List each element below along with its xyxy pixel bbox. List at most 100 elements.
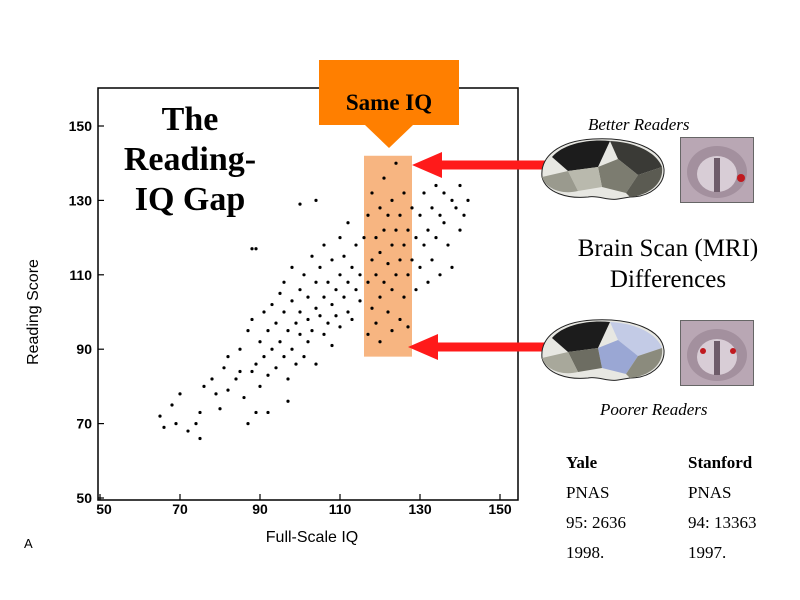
y-tick-label: 130 (69, 192, 93, 208)
data-point (402, 191, 406, 195)
data-point (390, 329, 394, 333)
data-point (170, 403, 174, 407)
data-point (254, 247, 258, 251)
data-point (314, 280, 318, 284)
data-point (314, 362, 318, 366)
data-point (302, 355, 306, 359)
data-point (286, 399, 290, 403)
data-point (262, 310, 266, 314)
data-point (310, 329, 314, 333)
panel-letter: A (24, 536, 33, 551)
y-tick-label: 110 (69, 267, 92, 283)
data-point (310, 254, 314, 258)
data-point (394, 228, 398, 232)
data-point (254, 410, 258, 415)
data-point (298, 202, 302, 206)
data-point (366, 332, 370, 336)
data-point (346, 221, 350, 225)
data-point (402, 295, 406, 299)
data-point (346, 280, 350, 284)
data-point (242, 395, 246, 400)
data-point (290, 347, 294, 351)
data-point (318, 314, 322, 318)
data-point (202, 384, 206, 388)
data-point (370, 306, 374, 310)
data-point (430, 206, 434, 210)
poorer-readers-caption: Poorer Readers (600, 400, 708, 419)
data-point (406, 273, 410, 277)
brain-scan-label: Brain Scan (MRI) Differences (548, 233, 788, 295)
data-point (198, 436, 202, 441)
data-point (198, 410, 202, 415)
same-iq-band (364, 155, 412, 357)
data-point (454, 206, 458, 210)
data-point (338, 236, 342, 240)
data-point (446, 243, 450, 247)
data-point (346, 310, 350, 314)
data-point (410, 206, 414, 210)
data-point (386, 213, 390, 217)
data-point (358, 299, 362, 303)
data-point (318, 265, 322, 269)
data-point (322, 332, 326, 336)
data-point (218, 407, 222, 411)
data-point (174, 422, 178, 426)
data-point (294, 362, 298, 366)
data-point (290, 299, 294, 303)
data-point (286, 377, 290, 381)
data-point (450, 198, 454, 202)
data-point (214, 392, 218, 396)
reference-journal: PNAS (566, 483, 610, 502)
data-point (290, 265, 294, 269)
y-tick-label: 50 (76, 490, 92, 506)
data-point (162, 425, 166, 429)
data-point (250, 369, 254, 374)
data-point (370, 191, 374, 195)
data-point (178, 392, 182, 396)
reference-journal: PNAS (688, 483, 732, 502)
data-point (378, 206, 382, 210)
mri-scan-top (680, 137, 754, 203)
data-point (226, 388, 230, 392)
data-point (314, 198, 318, 202)
data-point (282, 280, 286, 284)
same-iq-label: Same IQ (346, 90, 432, 115)
highlight-band-layer (364, 155, 412, 357)
data-point (426, 280, 430, 284)
data-point (266, 373, 270, 377)
data-point (306, 340, 310, 344)
data-point (398, 258, 402, 262)
data-point (410, 258, 414, 262)
data-point (378, 295, 382, 299)
data-point (462, 213, 466, 217)
data-point (342, 295, 346, 299)
reference-citation: 95: 2636 (566, 513, 626, 532)
data-point (298, 310, 302, 314)
data-point (398, 317, 402, 322)
data-point (406, 325, 410, 329)
better-readers-arrow-head (412, 152, 442, 178)
x-tick-label: 150 (488, 501, 512, 517)
data-point (466, 198, 470, 202)
data-point (430, 258, 434, 262)
data-point (350, 317, 354, 322)
data-point (278, 340, 282, 344)
data-point (366, 280, 370, 284)
data-point (422, 191, 426, 195)
data-point (422, 243, 426, 247)
data-point (270, 347, 274, 351)
data-point (274, 321, 278, 325)
data-point (286, 329, 290, 333)
data-point (386, 262, 390, 266)
data-point (306, 295, 310, 299)
data-point (390, 288, 394, 292)
data-point (382, 280, 386, 284)
y-tick-label: 150 (69, 118, 93, 134)
y-tick-label: 90 (76, 341, 92, 357)
title-line-3: IQ Gap (134, 181, 246, 218)
data-point (414, 288, 418, 292)
reference-citation: 94: 13363 (688, 513, 757, 532)
reference-year: 1998. (566, 543, 605, 562)
data-point (274, 366, 278, 370)
better-readers-arrow-shaft (434, 160, 548, 170)
